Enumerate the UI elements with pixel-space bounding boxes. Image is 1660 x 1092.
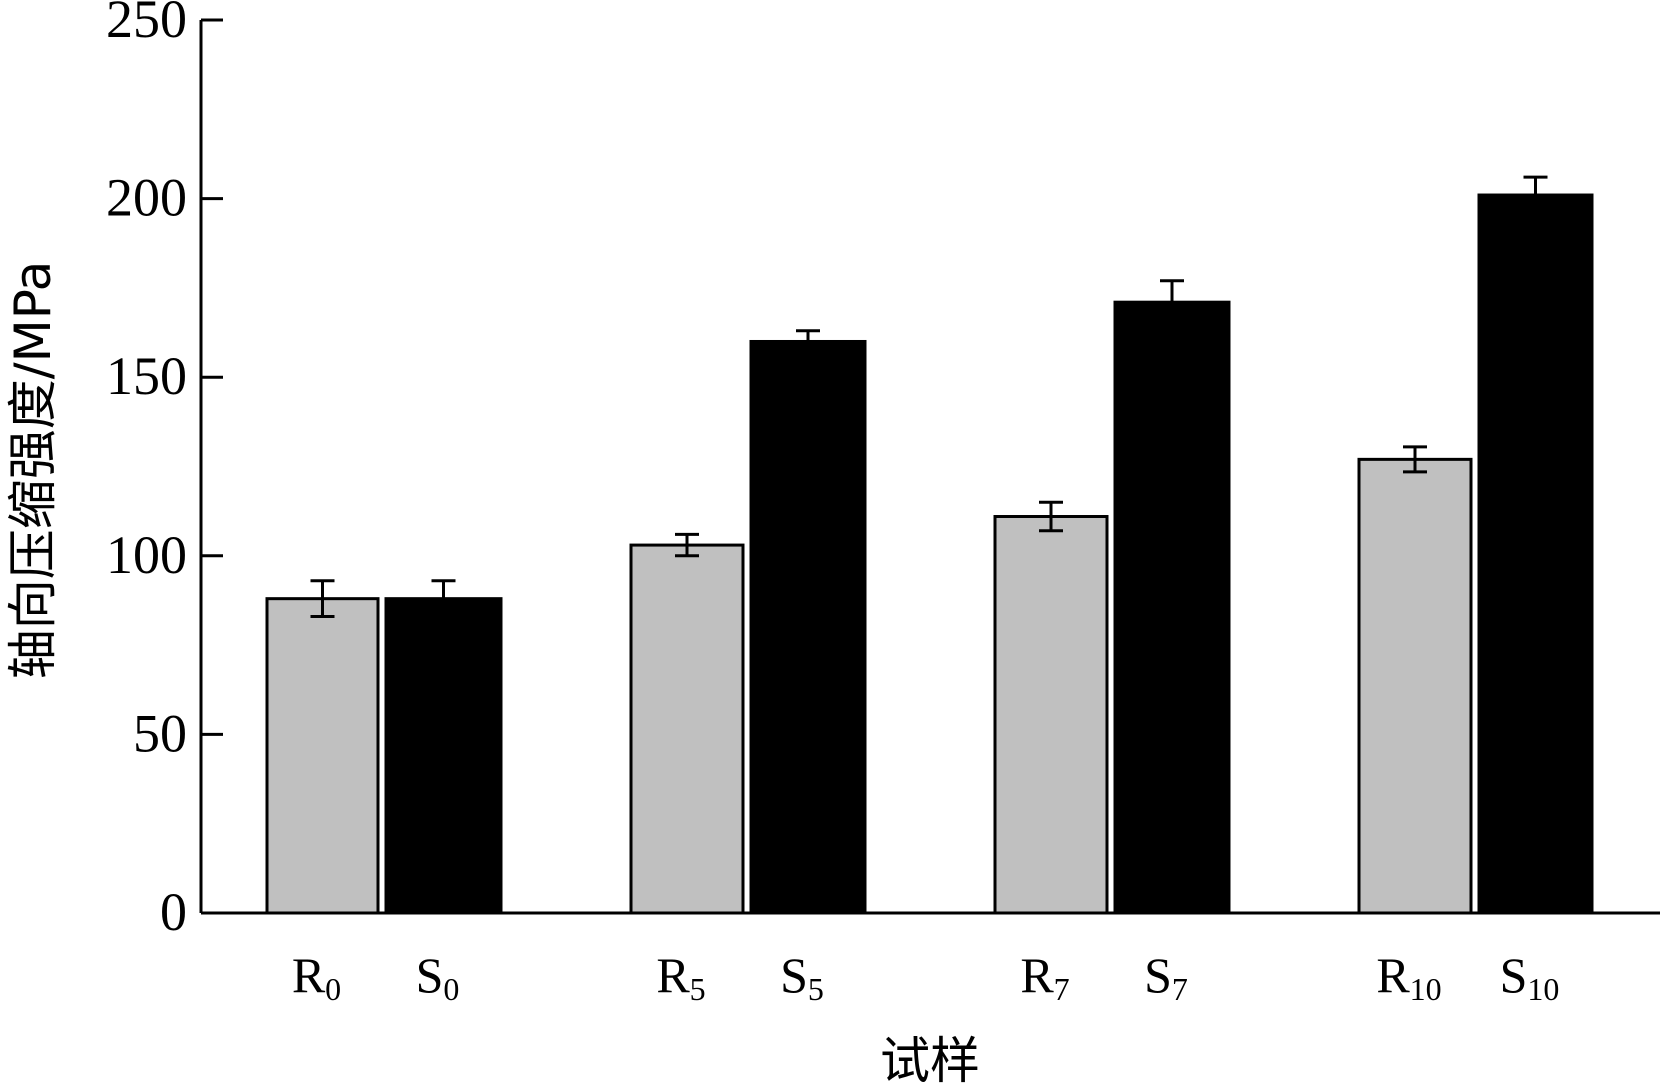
x-tick-label-R7: R7	[1020, 947, 1069, 1007]
error-bar-S0	[431, 579, 456, 617]
bar-S10	[1477, 193, 1594, 915]
x-tick-label-subscript: 0	[443, 971, 459, 1007]
bar-R0	[265, 597, 380, 915]
y-ticks: 0 50 100 150 200 250	[106, 0, 223, 942]
y-tick-label-250: 250	[106, 0, 187, 49]
x-tick-label-S5: S5	[780, 947, 824, 1007]
y-axis-title: 轴向压缩强度/MPa	[4, 261, 62, 680]
x-tick-label-subscript: 5	[808, 971, 824, 1007]
bar-S0	[384, 597, 503, 915]
x-tick-label-R10: R10	[1376, 947, 1441, 1007]
x-tick-label-subscript: 0	[325, 971, 341, 1007]
x-tick-labels: R0 S0 R5 S5 R7 S7 R10 S10	[292, 947, 1560, 1007]
bar-S7	[1113, 300, 1231, 915]
bar-R10	[1357, 457, 1473, 915]
y-tick-label-200: 200	[106, 168, 187, 228]
x-tick-label-R5: R5	[656, 947, 705, 1007]
x-tick-label-subscript: 7	[1172, 971, 1188, 1007]
y-tick-label-150: 150	[106, 346, 187, 406]
error-bar-S10	[1523, 175, 1548, 213]
bars-layer	[265, 193, 1594, 915]
x-tick-label-subscript: 7	[1054, 971, 1070, 1007]
x-tick-label-S0: S0	[416, 947, 460, 1007]
x-tick-label-R0: R0	[292, 947, 341, 1007]
x-tick-label-subscript: 5	[690, 971, 706, 1007]
x-tick-label-S10: S10	[1500, 947, 1560, 1007]
x-tick-label-S7: S7	[1144, 947, 1188, 1007]
error-bar-S5	[796, 329, 820, 353]
bar-R5	[629, 543, 745, 915]
y-tick-label-100: 100	[106, 525, 187, 585]
error-bar-R0	[310, 579, 335, 619]
y-tick-label-50: 50	[133, 703, 187, 763]
y-tick-label-0: 0	[160, 882, 187, 942]
x-axis-title: 试样	[880, 1032, 980, 1090]
x-tick-label-subscript: 10	[1410, 971, 1442, 1007]
x-tick-label-subscript: 10	[1527, 971, 1559, 1007]
error-bar-S7	[1160, 279, 1184, 324]
bar-R7	[993, 515, 1109, 915]
bar-S5	[749, 339, 867, 915]
error-bar-R10	[1403, 445, 1427, 474]
error-bars-layer	[310, 175, 1548, 619]
error-bar-R5	[675, 532, 699, 558]
error-bar-R7	[1039, 500, 1063, 533]
axes	[199, 20, 1660, 915]
